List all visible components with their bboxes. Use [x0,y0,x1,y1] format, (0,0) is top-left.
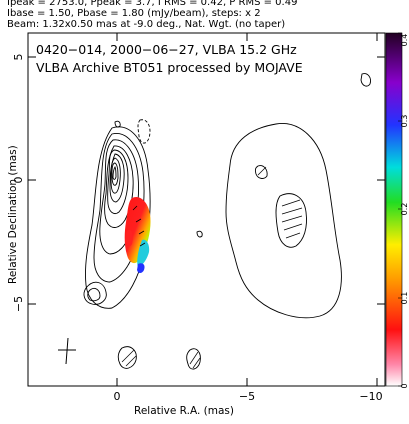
beam-marker [58,337,76,365]
y-tick-label: −5 [12,296,25,312]
polarization-region [124,196,151,273]
header-line-peak: Ipeak = 2753.0, Ppeak = 3.7, I RMS = 0.4… [7,0,298,8]
y-tick-label: 0 [12,177,25,184]
x-tick-label: −10 [359,390,382,403]
colorbar-tick-label: 0.3 [400,115,409,128]
hatch-marks [121,166,303,369]
colorbar-ticks [398,32,402,387]
x-axis-label: Relative R.A. (mas) [134,405,234,417]
y-axis-label: Relative Declination (mas) [7,145,19,284]
negative-contour [137,119,151,144]
axis-ticks [28,33,385,386]
plot-frame [27,32,386,387]
x-tick-label: 0 [114,390,121,403]
header-line-base: Ibase = 1.50, Pbase = 1.80 (mJy/beam), s… [7,8,261,19]
x-tick-label: −5 [239,390,255,403]
lobe-contours [117,73,371,370]
polarization-vectors [132,205,146,247]
chart-title: 0420−014, 2000−06−27, VLBA 15.2 GHz [36,42,297,57]
header-line-beam: Beam: 1.32x0.50 mas at -9.0 deg., Nat. W… [7,19,286,30]
core-contours [83,120,151,309]
colorbar-tick-label: 0 [400,383,409,388]
y-tick-label: 5 [12,54,25,61]
colorbar-tick-label: 0.1 [400,292,409,305]
colorbar-tick-label: 0.4 [400,34,409,47]
chart-subtitle: VLBA Archive BT051 processed by MOJAVE [36,60,303,75]
colorbar-tick-label: 0.2 [400,203,409,216]
